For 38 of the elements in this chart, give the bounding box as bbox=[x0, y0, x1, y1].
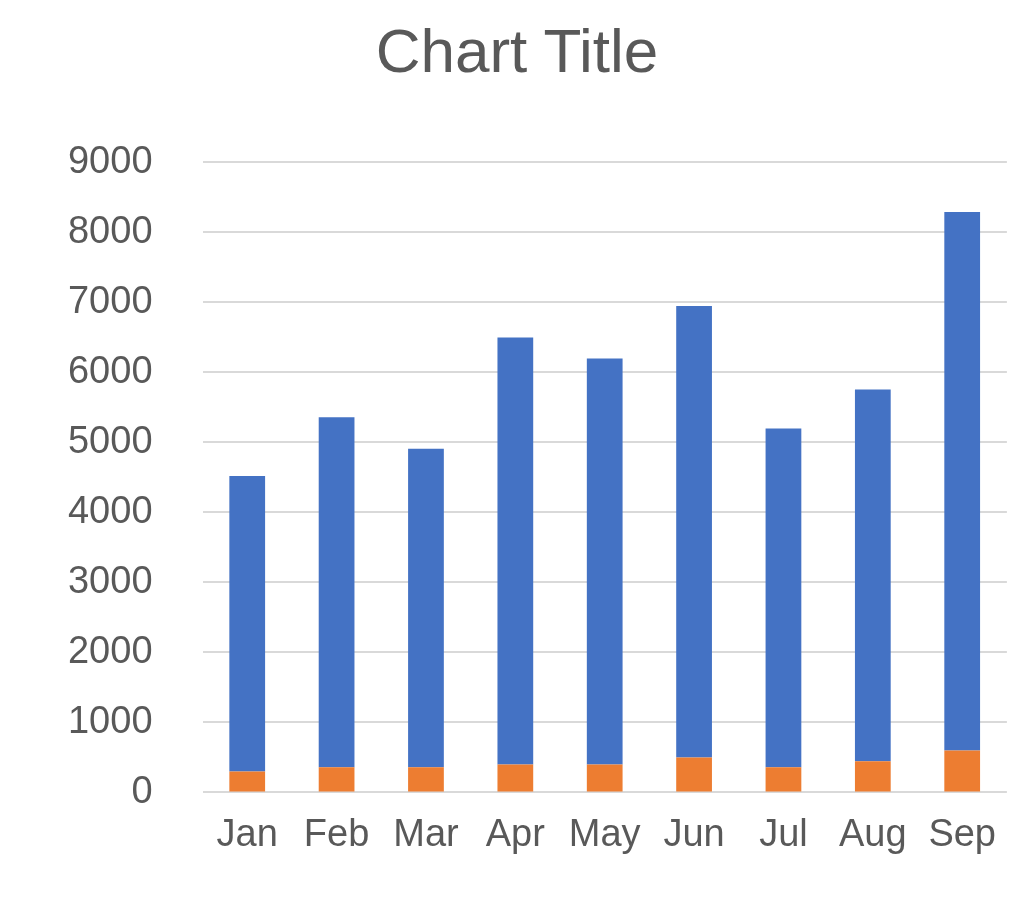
bar bbox=[854, 389, 891, 762]
bar bbox=[765, 767, 802, 792]
bar bbox=[765, 428, 802, 768]
bar bbox=[676, 757, 712, 792]
x-tick-label: May bbox=[568, 811, 641, 854]
bar bbox=[854, 761, 891, 792]
bar bbox=[944, 212, 981, 751]
y-tick-label: 4000 bbox=[67, 488, 153, 531]
y-tick-label: 2000 bbox=[67, 628, 153, 671]
bar bbox=[408, 448, 444, 768]
x-tick-label: Aug bbox=[839, 811, 907, 854]
bar bbox=[586, 764, 623, 792]
x-tick-label: Mar bbox=[393, 811, 460, 854]
chart-title: Chart Title bbox=[375, 16, 659, 86]
bar bbox=[408, 767, 444, 792]
y-tick-label: 6000 bbox=[67, 348, 153, 391]
x-tick-label: Feb bbox=[303, 811, 370, 854]
bar bbox=[944, 750, 981, 792]
x-tick-label: Jul bbox=[759, 811, 808, 854]
bar bbox=[318, 417, 355, 768]
x-tick-label: Apr bbox=[485, 811, 546, 854]
bar bbox=[586, 358, 623, 765]
y-tick-label: 1000 bbox=[67, 698, 153, 741]
y-tick-label: 3000 bbox=[67, 558, 153, 601]
bar bbox=[229, 771, 266, 792]
x-tick-label: Jan bbox=[216, 811, 278, 854]
y-tick-label: 0 bbox=[131, 768, 153, 811]
bar bbox=[497, 764, 534, 792]
bar bbox=[229, 476, 266, 772]
x-tick-label: Jun bbox=[663, 811, 725, 854]
bar bbox=[497, 337, 534, 765]
bar bbox=[318, 767, 355, 792]
bar bbox=[676, 305, 712, 758]
y-tick-label: 5000 bbox=[67, 418, 153, 461]
y-tick-label: 9000 bbox=[67, 138, 153, 181]
y-tick-label: 7000 bbox=[67, 278, 153, 321]
x-tick-label: Sep bbox=[928, 811, 997, 854]
y-tick-label: 8000 bbox=[67, 208, 153, 251]
